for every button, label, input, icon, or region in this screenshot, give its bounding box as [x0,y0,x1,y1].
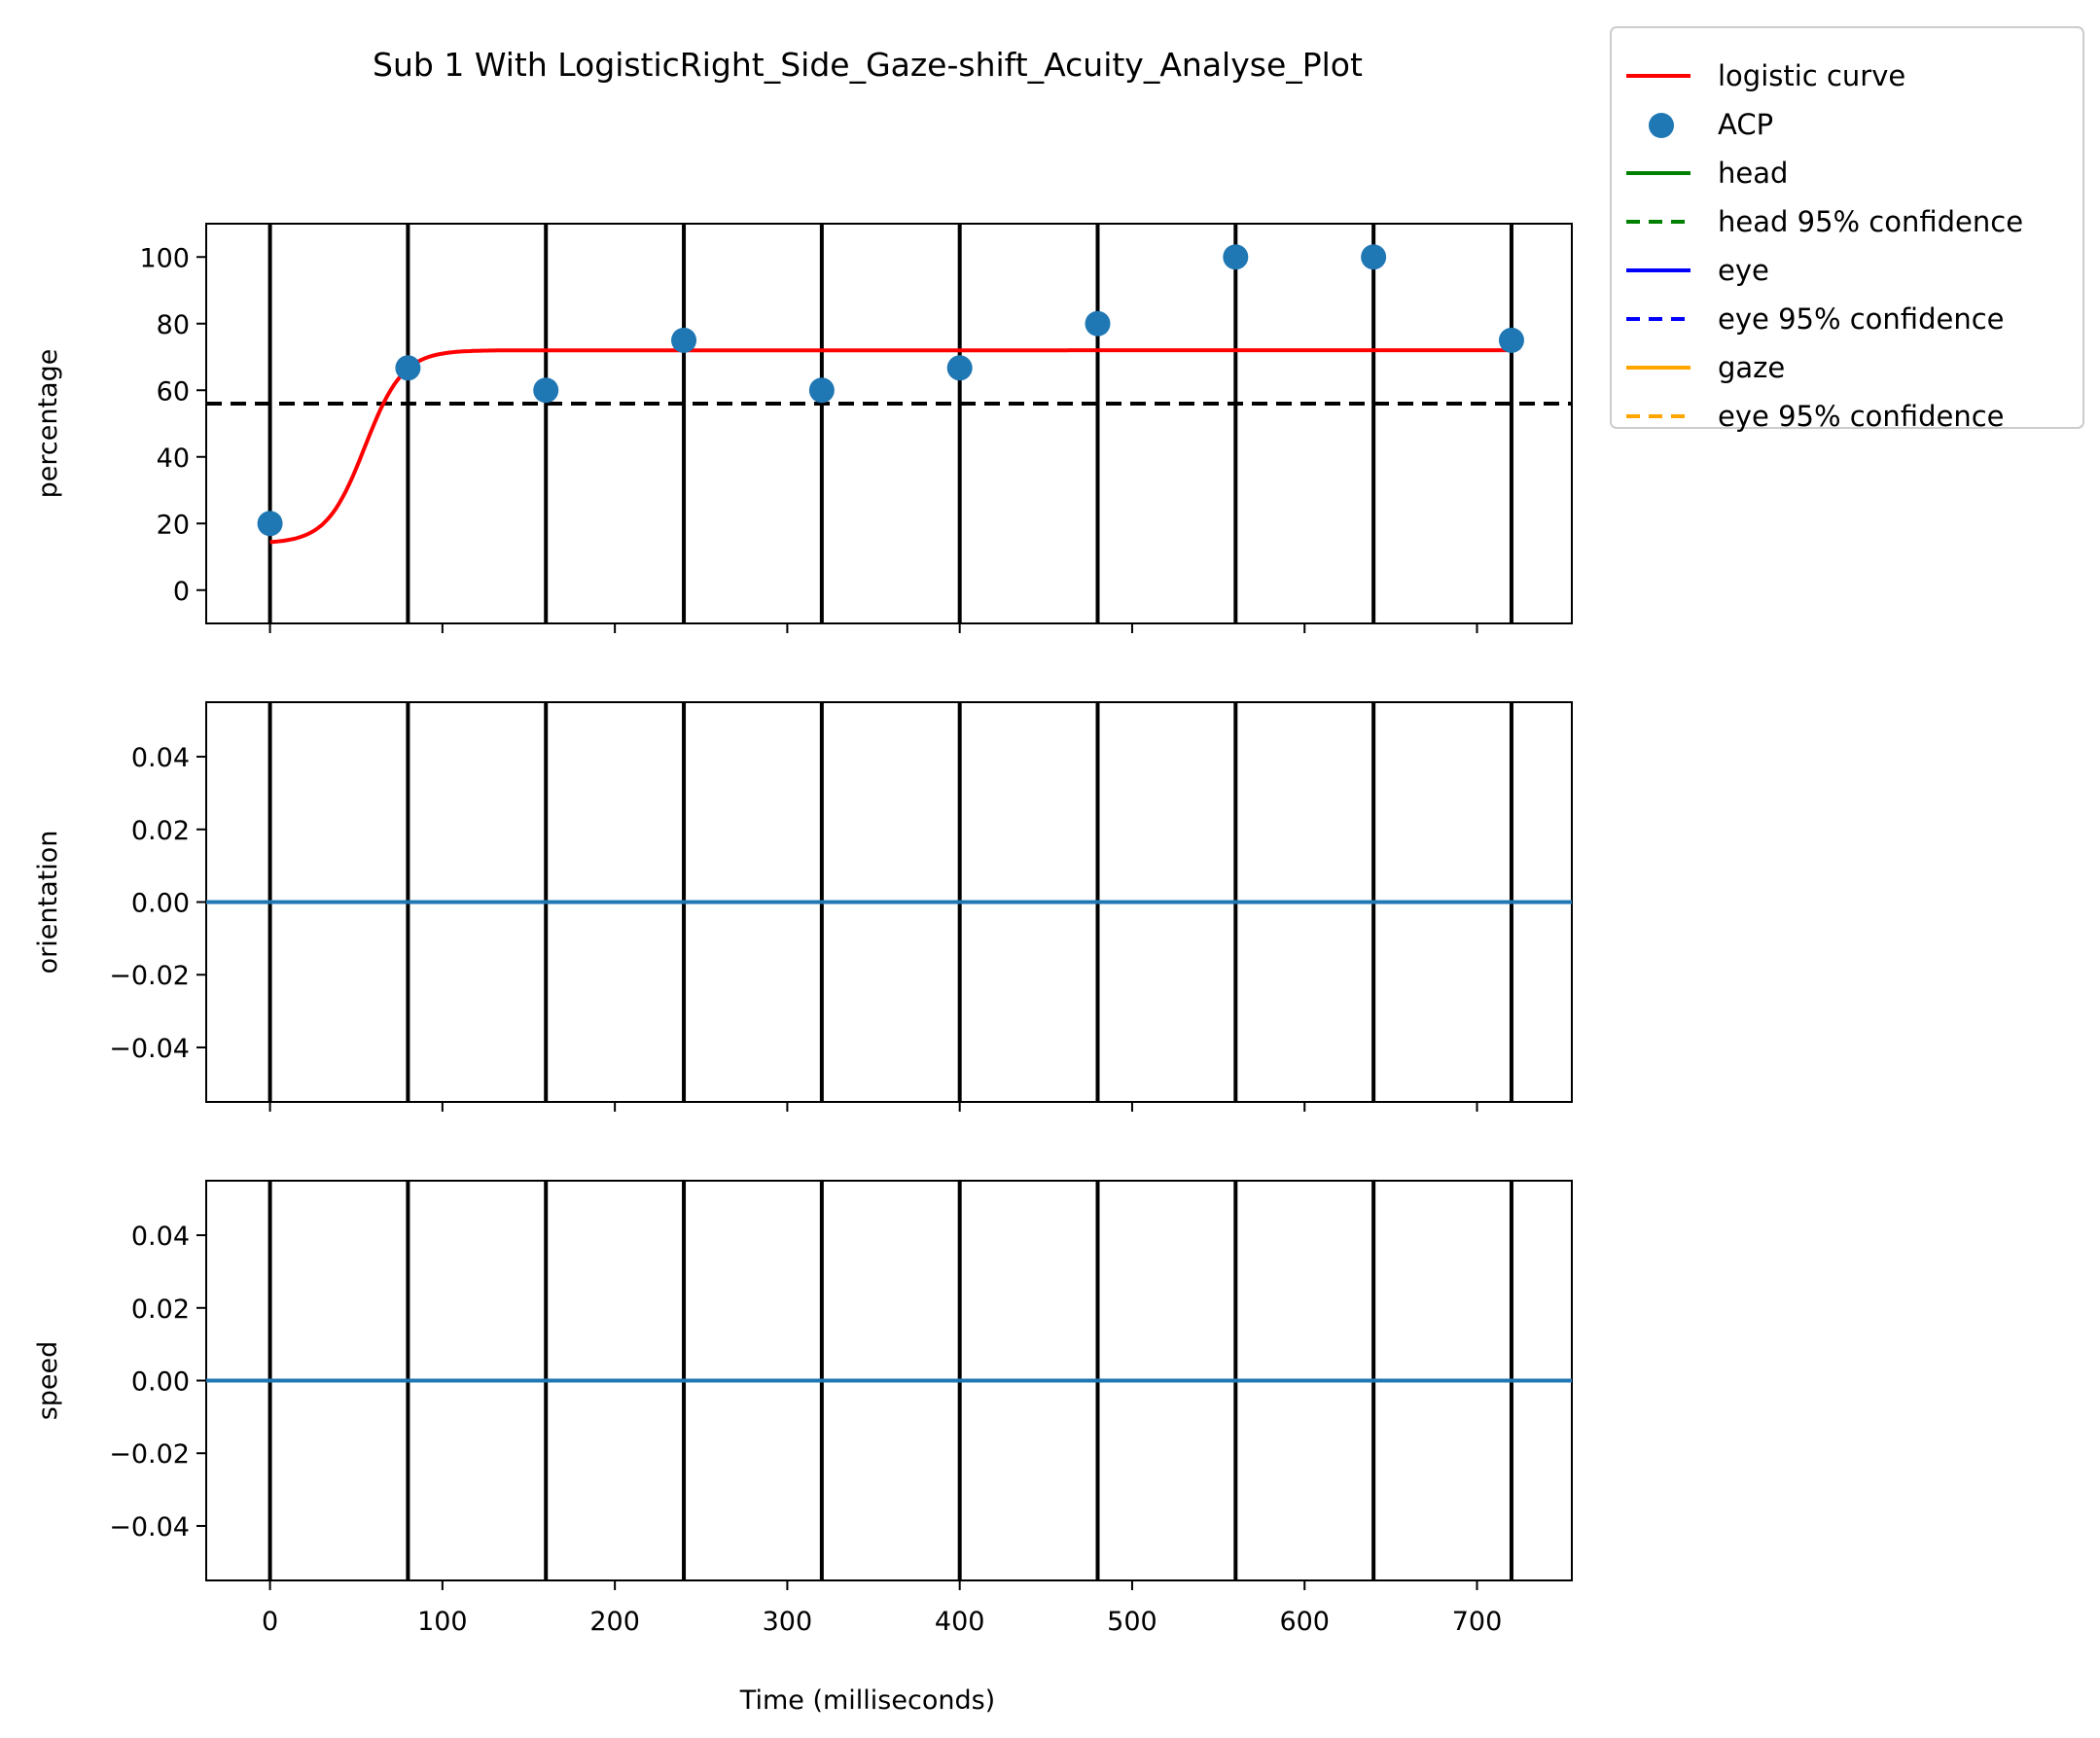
legend-label: ACP [1718,108,1773,141]
logistic-curve [269,348,1512,545]
panel-percentage: 0 20 40 60 80 100 percentage [33,223,1573,633]
legend-entry: eye [1626,254,1769,287]
y-tick-label-orientation: 0.04 [131,743,190,773]
y-tick-label-percentage: 60 [157,376,190,407]
x-tick-label: 200 [589,1607,640,1637]
x-tick-label: 0 [262,1607,278,1637]
y-tick-label-orientation: 0.02 [131,816,190,846]
legend-entry: eye 95% confidence [1626,400,2005,433]
panel-frame-percentage [205,223,1573,624]
acp-point [533,377,559,404]
y-tick-label-orientation: −0.02 [109,961,190,991]
legend-label: eye 95% confidence [1718,302,2005,336]
legend-entry: ACP [1649,108,1773,141]
x-tick-label: 700 [1452,1607,1503,1637]
y-tick-label-speed: −0.04 [109,1512,190,1543]
acp-point [1085,310,1111,337]
legend-entry: logistic curve [1626,59,1905,92]
y-tick-label-percentage: 40 [157,443,190,474]
x-tick-label: 100 [417,1607,468,1637]
y-axis-label-speed: speed [33,1341,63,1421]
acp-point [1361,244,1387,270]
acp-point [1498,327,1524,353]
chart-title: Sub 1 With LogisticRight_Side_Gaze-shift… [373,46,1363,84]
panels-layer: 0 20 40 60 80 100 percentage −0.04 −0.02 0.00 0.02… [33,223,1573,1637]
y-tick-label-percentage: 80 [157,310,190,340]
legend-entry: eye 95% confidence [1626,302,2005,336]
acp-point [946,355,973,381]
legend-label: eye 95% confidence [1718,400,2005,433]
x-axis-label: Time (milliseconds) [739,1685,995,1716]
x-tick-label: 300 [763,1607,813,1637]
acp-point [257,511,283,537]
legend-entry: gaze [1626,351,1785,384]
acp-point [671,327,697,353]
y-axis-label-orientation: orientation [33,831,63,975]
acp-point [808,377,835,404]
legend-label: eye [1718,254,1769,287]
legend-frame [1610,26,2084,429]
legend-label: gaze [1718,351,1785,384]
y-tick-label-percentage: 100 [139,243,190,273]
x-tick-label: 400 [935,1607,985,1637]
acp-point [395,355,421,381]
x-tick-label: 600 [1279,1607,1330,1637]
y-tick-label-orientation: −0.04 [109,1034,190,1064]
x-tick-label: 500 [1107,1607,1157,1637]
legend-label: logistic curve [1718,59,1905,92]
legend-label: head [1718,157,1788,190]
legend-entry: head 95% confidence [1626,205,2023,238]
y-tick-label-speed: 0.02 [131,1295,190,1325]
panel-orientation: −0.04 −0.02 0.00 0.02 0.04 orientation [33,701,1573,1112]
acp-point [1223,244,1249,270]
legend-label: head 95% confidence [1718,205,2023,238]
y-tick-label-speed: −0.02 [109,1439,190,1470]
y-tick-label-percentage: 20 [157,510,190,540]
y-axis-label-percentage: percentage [33,349,63,499]
y-tick-label-orientation: 0.00 [131,889,190,919]
y-tick-label-percentage: 0 [173,577,190,607]
legend: logistic curve ACP head head 95% confidence… [1610,26,2084,433]
legend-marker [1649,113,1674,138]
panel-speed: −0.04 −0.02 0.00 0.02 0.04 0 100 200 300 400 500 60… [33,1180,1573,1637]
y-tick-label-speed: 0.00 [131,1367,190,1398]
y-tick-label-speed: 0.04 [131,1222,190,1252]
legend-entry: head [1626,157,1788,190]
